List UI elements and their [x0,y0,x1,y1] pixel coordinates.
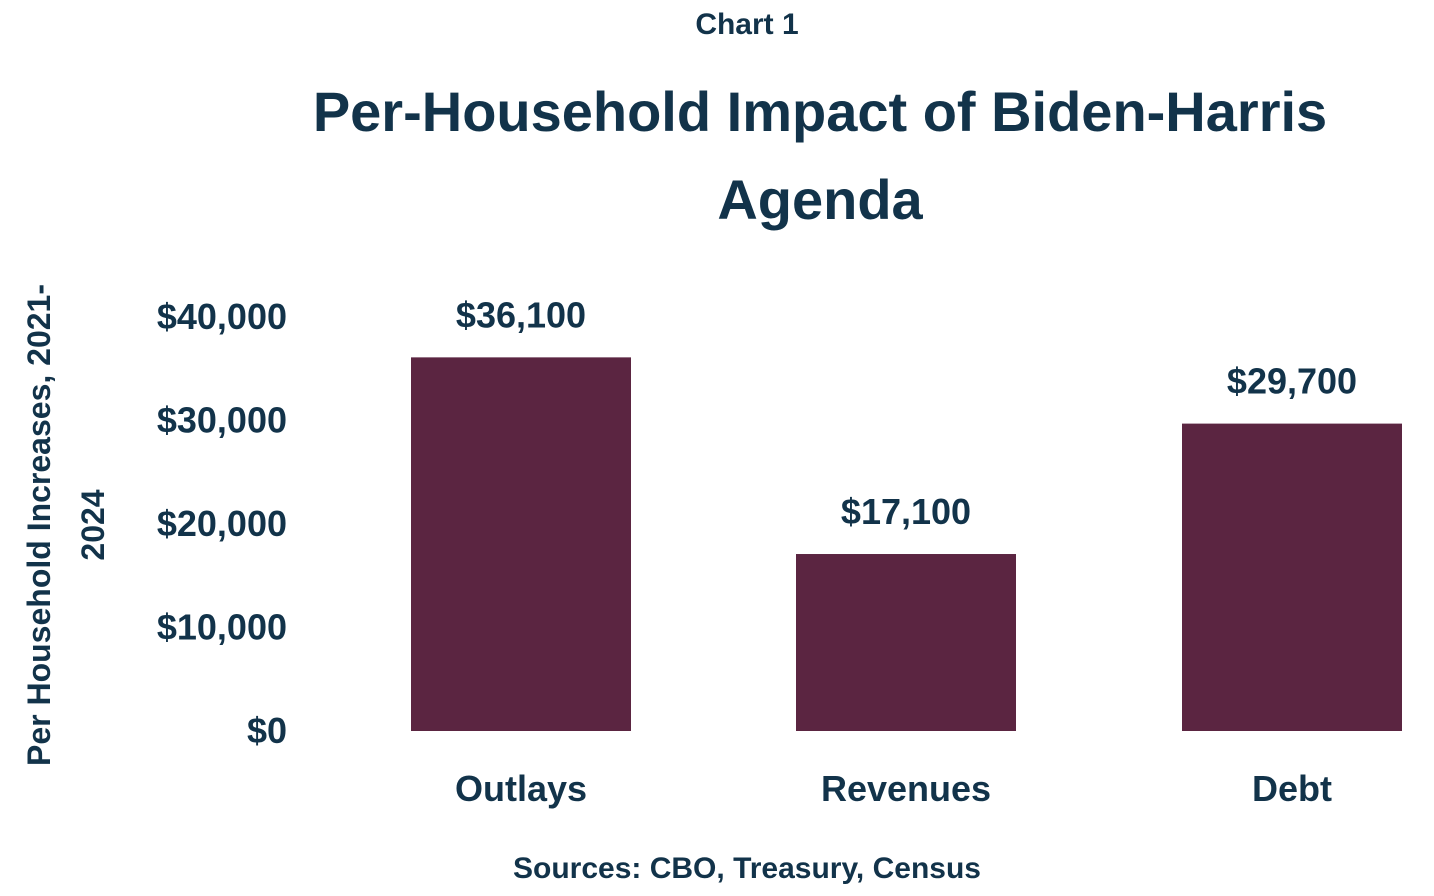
data-label: $29,700 [1227,361,1357,402]
y-tick-label: $20,000 [157,503,287,544]
y-tick-label: $30,000 [157,400,287,441]
data-label: $17,100 [841,491,971,532]
y-tick-label: $40,000 [157,296,287,337]
bar-revenues [796,554,1016,731]
chart-title-line1: Per-Household Impact of Biden-Harris [313,80,1327,143]
y-axis-label-line2: 2024 [75,489,111,560]
x-tick-label: Revenues [821,768,991,809]
y-tick-label: $0 [247,710,287,751]
y-axis-label-line1: Per Household Increases, 2021- [21,284,57,766]
bar-outlays [411,357,631,731]
y-tick-label: $10,000 [157,607,287,648]
x-tick-label: Outlays [455,768,587,809]
chart-title-line2: Agenda [717,168,923,231]
bar-debt [1182,423,1402,731]
chart-supertitle: Chart 1 [695,8,798,41]
x-tick-label: Debt [1252,768,1332,809]
data-label: $36,100 [456,294,586,335]
source-note: Sources: CBO, Treasury, Census [513,852,981,885]
